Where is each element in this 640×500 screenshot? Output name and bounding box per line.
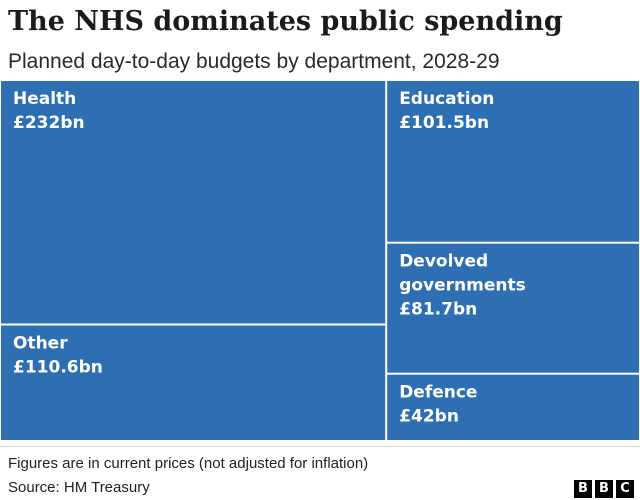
tile-label-health-1: Health xyxy=(13,89,76,109)
tile-rect-defence xyxy=(387,374,639,440)
bbc-logo: B B C xyxy=(574,480,634,498)
tile-label-education-1: Education xyxy=(399,89,494,109)
bbc-logo-letter-1: B xyxy=(574,480,592,498)
tile-defence: Defence £42bn xyxy=(387,374,639,440)
tile-education: Education £101.5bn xyxy=(387,81,639,242)
tile-label-defence-1: Defence xyxy=(399,383,477,403)
tile-devolved-governments: Devolved governments £81.7bn xyxy=(387,243,639,373)
chart-title: The NHS dominates public spending xyxy=(8,6,563,37)
bbc-logo-letter-3: C xyxy=(616,480,634,498)
source-text: Source: HM Treasury xyxy=(8,479,150,496)
tile-label-health-2: £232bn xyxy=(13,113,85,133)
tile-label-defence-2: £42bn xyxy=(399,407,459,427)
tile-label-other-2: £110.6bn xyxy=(13,358,103,378)
chart-subtitle: Planned day-to-day budgets by department… xyxy=(8,50,500,73)
tile-label-other-1: Other xyxy=(13,334,68,354)
tile-other: Other £110.6bn xyxy=(1,325,386,440)
footnote: Figures are in current prices (not adjus… xyxy=(8,455,369,472)
tile-label-devolved-governments-1: Devolved xyxy=(399,252,488,272)
footer-divider xyxy=(0,446,640,447)
treemap-chart: Health £232bn Other £110.6bn Education £101.5… xyxy=(1,81,639,440)
tile-label-devolved-governments-3: £81.7bn xyxy=(399,300,477,320)
tile-rect-other xyxy=(1,325,386,440)
tile-rect-education xyxy=(387,81,639,242)
bbc-logo-letter-2: B xyxy=(595,480,613,498)
tile-rect-health xyxy=(1,81,386,324)
tile-health: Health £232bn xyxy=(1,81,386,324)
tile-label-devolved-governments-2: governments xyxy=(399,276,526,296)
tile-label-education-2: £101.5bn xyxy=(399,113,489,133)
tile-rect-devolved-governments xyxy=(387,243,639,373)
